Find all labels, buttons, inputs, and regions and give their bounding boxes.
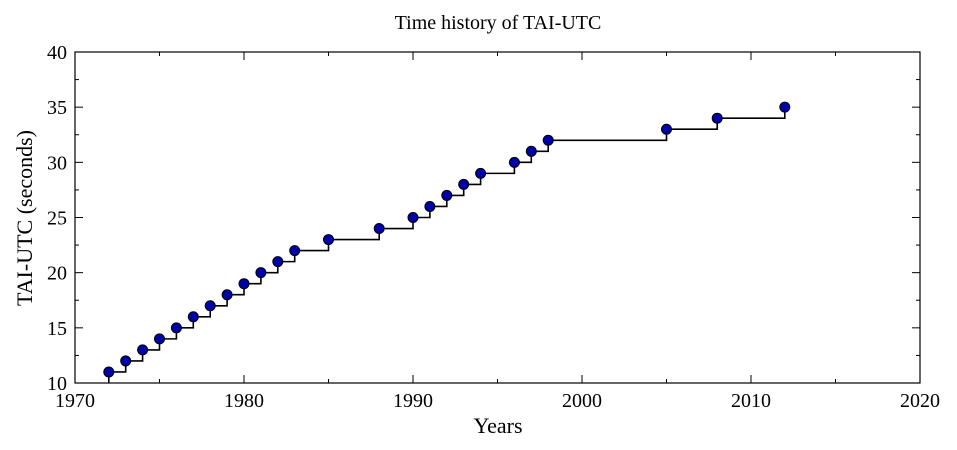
data-point	[661, 123, 672, 135]
plot-frame	[74, 51, 921, 384]
data-point	[323, 234, 334, 246]
data-point	[187, 311, 199, 323]
data-point	[255, 267, 267, 279]
data-point	[170, 322, 182, 334]
data-point	[120, 355, 132, 367]
x-tick-label: 1970	[55, 390, 95, 412]
data-point	[424, 200, 436, 212]
y-tick-label: 15	[47, 318, 67, 340]
y-tick-label: 30	[47, 152, 67, 174]
x-tick-label: 2000	[562, 390, 602, 412]
x-axis-ticks: 1970 1980 1990 2000 2010 2020	[55, 52, 940, 412]
data-point	[103, 366, 115, 378]
y-axis-label: TAI-UTC (seconds)	[12, 130, 37, 306]
x-tick-label: 2020	[900, 390, 940, 412]
x-tick-label: 1990	[393, 390, 433, 412]
x-tick-label: 2010	[731, 390, 771, 412]
data-point	[204, 300, 216, 312]
data-point	[238, 278, 250, 290]
y-tick-label: 25	[47, 208, 67, 230]
y-tick-label: 40	[47, 42, 67, 64]
y-tick-label: 10	[47, 373, 67, 395]
data-point	[373, 223, 385, 235]
data-point	[137, 344, 149, 356]
data-point	[407, 212, 419, 223]
data-point	[289, 245, 301, 257]
data-point	[441, 189, 453, 201]
data-point	[475, 167, 487, 179]
data-point	[272, 256, 284, 268]
x-axis-label: Years	[473, 413, 522, 438]
y-tick-label: 35	[47, 97, 67, 119]
y-tick-label: 20	[47, 263, 67, 285]
data-point	[542, 134, 554, 146]
y-axis-ticks: 10 15 20 25 30 35 40	[47, 42, 920, 395]
data-point	[458, 178, 470, 190]
data-point	[221, 289, 233, 301]
data-point	[154, 333, 165, 345]
x-tick-label: 1980	[224, 390, 264, 412]
step-line-series	[108, 107, 786, 383]
data-point	[508, 156, 520, 168]
data-point	[779, 101, 791, 113]
step-line-path	[108, 107, 786, 383]
data-markers	[103, 101, 791, 378]
data-point	[711, 112, 723, 124]
chart-title: Time history of TAI-UTC	[395, 12, 602, 34]
data-point	[525, 145, 537, 157]
